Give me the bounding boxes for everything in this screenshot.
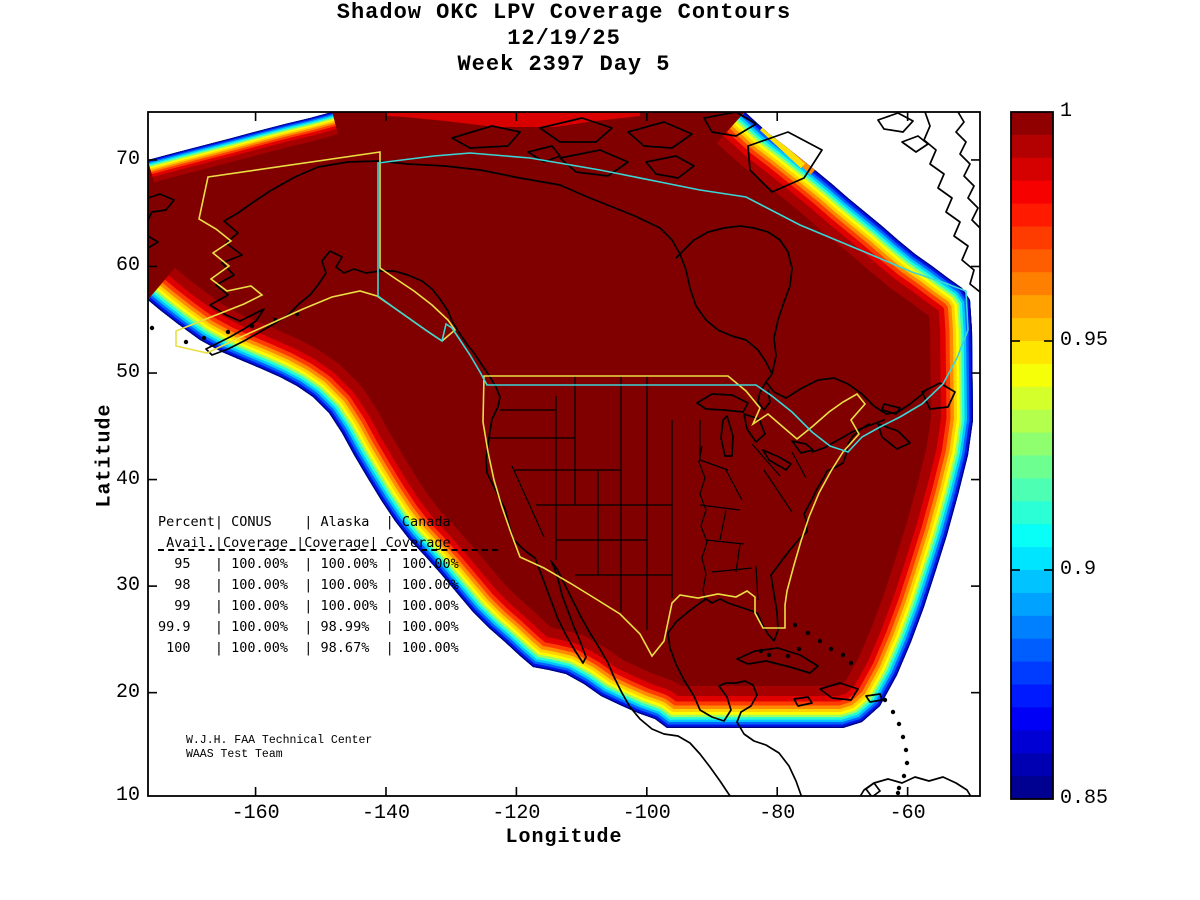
canada-boundary: [377, 152, 969, 453]
axis-ticks: [148, 112, 980, 796]
y-tick-label: 10: [115, 784, 140, 807]
credit-annotation: W.J.H. FAA Technical Center WAAS Test Te…: [186, 734, 372, 762]
axes-frame: [147, 111, 981, 797]
coverage-table-separator: [158, 549, 498, 551]
conus-boundary: [482, 375, 867, 658]
colorbar-tick-label: 1: [1060, 100, 1073, 123]
x-tick-label: -80: [759, 802, 796, 825]
colorbar-tick-label: 0.85: [1060, 787, 1109, 810]
credit-line-1: W.J.H. FAA Technical Center: [186, 734, 373, 747]
y-tick-label: 30: [115, 574, 140, 598]
plot-title-block: Shadow OKC LPV Coverage Contours 12/19/2…: [164, 0, 964, 78]
y-tick-label: 60: [115, 254, 140, 278]
y-tick-label: 40: [115, 467, 140, 491]
plot-week-day: Week 2397 Day 5: [457, 52, 671, 77]
x-tick-label: -60: [889, 802, 926, 825]
x-tick-label: -140: [361, 802, 410, 825]
island-dots: [149, 311, 910, 796]
x-axis-label: Longitude: [505, 826, 623, 849]
colorbar: [1010, 111, 1054, 800]
state-boundaries: [488, 376, 807, 630]
y-tick-label: 70: [115, 147, 140, 171]
plot-title: Shadow OKC LPV Coverage Contours: [336, 0, 792, 25]
credit-line-2: WAAS Test Team: [186, 748, 283, 761]
y-tick-label: 20: [115, 680, 140, 704]
x-tick-label: -100: [622, 802, 671, 825]
x-tick-label: -120: [492, 802, 541, 825]
coverage-table-header: Percent| CONUS | Alaska | Canada Avail.|…: [158, 514, 451, 551]
alaska-boundary: [175, 151, 457, 354]
colorbar-tick-label: 0.9: [1060, 558, 1097, 581]
colorbar-tick-label: 0.95: [1060, 329, 1109, 352]
plot-date: 12/19/25: [507, 26, 621, 51]
y-axis-label: Latitude: [93, 403, 117, 508]
coverage-table-rows: 95 | 100.00% | 100.00% | 100.00% 98 | 10…: [158, 556, 459, 656]
y-tick-label: 50: [115, 361, 140, 385]
x-tick-label: -160: [231, 802, 280, 825]
coastlines: [148, 112, 980, 796]
